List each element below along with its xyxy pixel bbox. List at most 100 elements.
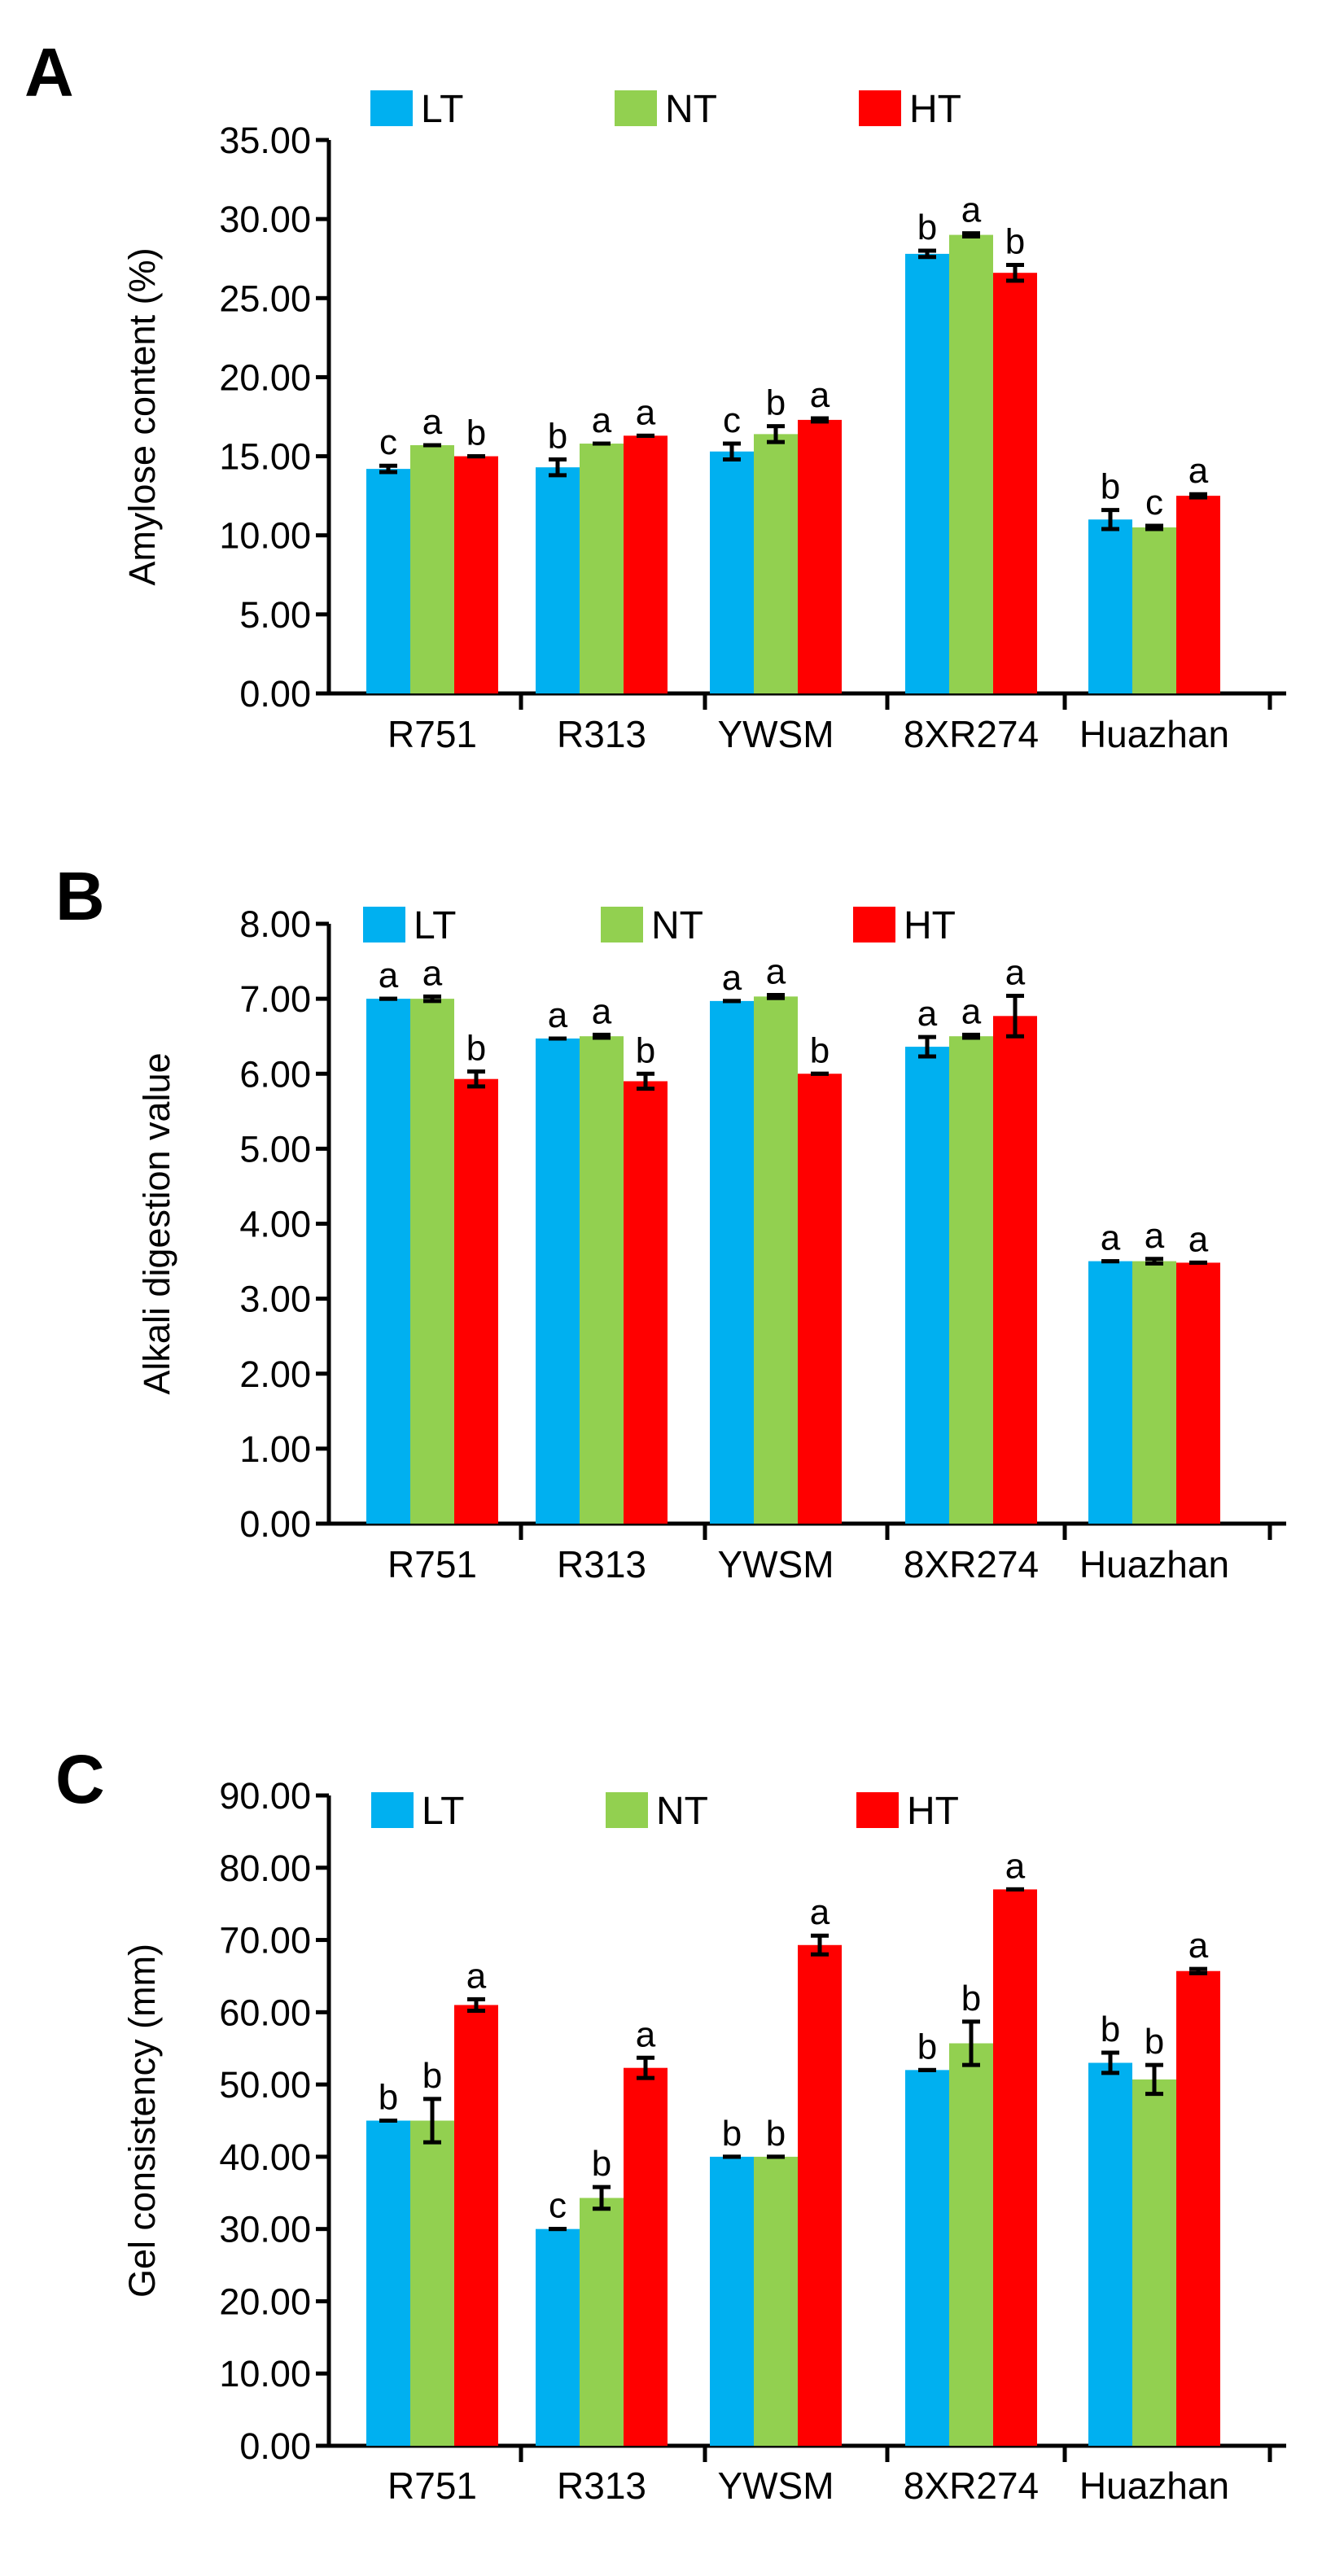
- significance-letter: a: [422, 953, 443, 993]
- significance-letter: a: [636, 392, 656, 432]
- y-tick-label: 60.00: [219, 1992, 311, 2033]
- legend-label-ht: HT: [904, 904, 956, 947]
- y-tick-label: 80.00: [219, 1848, 311, 1889]
- legend-swatch-nt: [606, 1792, 648, 1828]
- significance-letter: a: [1188, 451, 1209, 491]
- legend-swatch-ht: [853, 907, 895, 942]
- significance-letter: b: [1101, 2010, 1120, 2049]
- significance-letter: a: [810, 375, 830, 415]
- significance-letter: a: [548, 995, 568, 1035]
- significance-letter: b: [379, 2078, 398, 2118]
- y-tick-label: 10.00: [219, 2353, 311, 2394]
- x-tick-label: R313: [557, 1543, 646, 1585]
- y-tick-label: 50.00: [219, 2064, 311, 2106]
- y-tick-label: 5.00: [239, 594, 311, 636]
- bar-lt-huazhan: [1088, 1261, 1132, 1524]
- x-tick-label: R751: [387, 713, 477, 755]
- y-tick-label: 0.00: [239, 673, 311, 715]
- bar-ht-ywsm: [798, 1074, 842, 1524]
- x-tick-label: YWSM: [717, 1543, 834, 1585]
- bar-nt-r751: [410, 444, 454, 693]
- x-tick-label: Huazhan: [1079, 2464, 1229, 2507]
- bar-lt-r751: [366, 999, 410, 1524]
- bar-ht-8xr274: [993, 273, 1037, 693]
- significance-letter: b: [722, 2114, 742, 2154]
- bar-lt-8xr274: [905, 2070, 949, 2446]
- panel-letter: A: [24, 34, 74, 111]
- y-tick-label: 15.00: [219, 436, 311, 478]
- bar-ht-r751: [454, 1078, 498, 1524]
- y-tick-label: 35.00: [219, 120, 311, 161]
- significance-letter: b: [1145, 2022, 1164, 2062]
- bar-lt-8xr274: [905, 253, 949, 693]
- y-tick-label: 0.00: [239, 2425, 311, 2467]
- legend-swatch-lt: [371, 1792, 414, 1828]
- y-tick-label: 40.00: [219, 2136, 311, 2178]
- legend-swatch-nt: [615, 90, 657, 126]
- legend-label-lt: LT: [414, 904, 456, 947]
- legend-swatch-lt: [363, 907, 405, 942]
- panel-letter: B: [55, 858, 105, 934]
- bar-nt-8xr274: [949, 1036, 993, 1524]
- significance-letter: c: [549, 2186, 567, 2226]
- bar-lt-r313: [536, 467, 580, 693]
- legend-swatch-nt: [601, 907, 643, 942]
- legend-label-ht: HT: [909, 88, 961, 131]
- x-tick-label: YWSM: [717, 713, 834, 755]
- significance-letter: b: [1005, 221, 1025, 261]
- x-tick-label: R313: [557, 2464, 646, 2507]
- legend-label-nt: NT: [665, 88, 717, 131]
- significance-letter: b: [466, 1028, 486, 1068]
- panel-letter: C: [55, 1741, 105, 1817]
- bar-ht-r751: [454, 456, 498, 693]
- bar-lt-r313: [536, 1038, 580, 1524]
- significance-letter: b: [810, 1030, 830, 1070]
- y-tick-label: 30.00: [219, 199, 311, 240]
- bar-nt-r313: [580, 1036, 624, 1524]
- x-tick-label: YWSM: [717, 2464, 834, 2507]
- bar-nt-ywsm: [754, 434, 798, 693]
- y-axis-title: Gel consistency (mm): [121, 1944, 163, 2298]
- y-tick-label: 30.00: [219, 2209, 311, 2250]
- bar-nt-ywsm: [754, 996, 798, 1524]
- bar-lt-huazhan: [1088, 519, 1132, 693]
- bar-nt-ywsm: [754, 2156, 798, 2446]
- significance-letter: a: [917, 994, 938, 1034]
- bar-ht-ywsm: [798, 419, 842, 693]
- y-tick-label: 1.00: [239, 1428, 311, 1470]
- legend-label-ht: HT: [907, 1790, 959, 1833]
- bar-nt-huazhan: [1132, 2079, 1176, 2446]
- significance-letter: c: [379, 422, 397, 462]
- x-tick-label: 8XR274: [904, 713, 1039, 755]
- legend-label-nt: NT: [651, 904, 703, 947]
- significance-letter: c: [723, 400, 741, 440]
- bar-nt-8xr274: [949, 234, 993, 694]
- bar-ht-huazhan: [1176, 496, 1220, 693]
- x-tick-label: Huazhan: [1079, 1543, 1229, 1585]
- y-tick-label: 10.00: [219, 515, 311, 557]
- significance-letter: b: [422, 2056, 442, 2096]
- bar-lt-r751: [366, 469, 410, 693]
- legend-swatch-lt: [370, 90, 413, 126]
- bar-lt-ywsm: [710, 451, 754, 693]
- significance-letter: a: [1188, 1219, 1209, 1259]
- significance-letter: a: [722, 958, 742, 998]
- significance-letter: c: [1145, 483, 1163, 523]
- bar-lt-8xr274: [905, 1047, 949, 1524]
- significance-letter: a: [1188, 1926, 1209, 1966]
- significance-letter: a: [961, 190, 982, 230]
- y-tick-label: 90.00: [219, 1775, 311, 1817]
- y-tick-label: 20.00: [219, 2281, 311, 2322]
- legend-swatch-ht: [859, 90, 901, 126]
- x-tick-label: Huazhan: [1079, 713, 1229, 755]
- bar-ht-huazhan: [1176, 1262, 1220, 1524]
- chart-panel-c: C LT NT HT 0.00 10.00 20.00 30.00 40.00 50.00 60.0…: [55, 1741, 1286, 2507]
- significance-letter: b: [466, 413, 486, 453]
- bar-ht-r313: [624, 1081, 668, 1524]
- bar-nt-r751: [410, 999, 454, 1524]
- significance-letter: a: [592, 400, 612, 440]
- legend-label-lt: LT: [422, 1790, 464, 1833]
- x-tick-label: R313: [557, 713, 646, 755]
- significance-letter: b: [961, 1979, 981, 2018]
